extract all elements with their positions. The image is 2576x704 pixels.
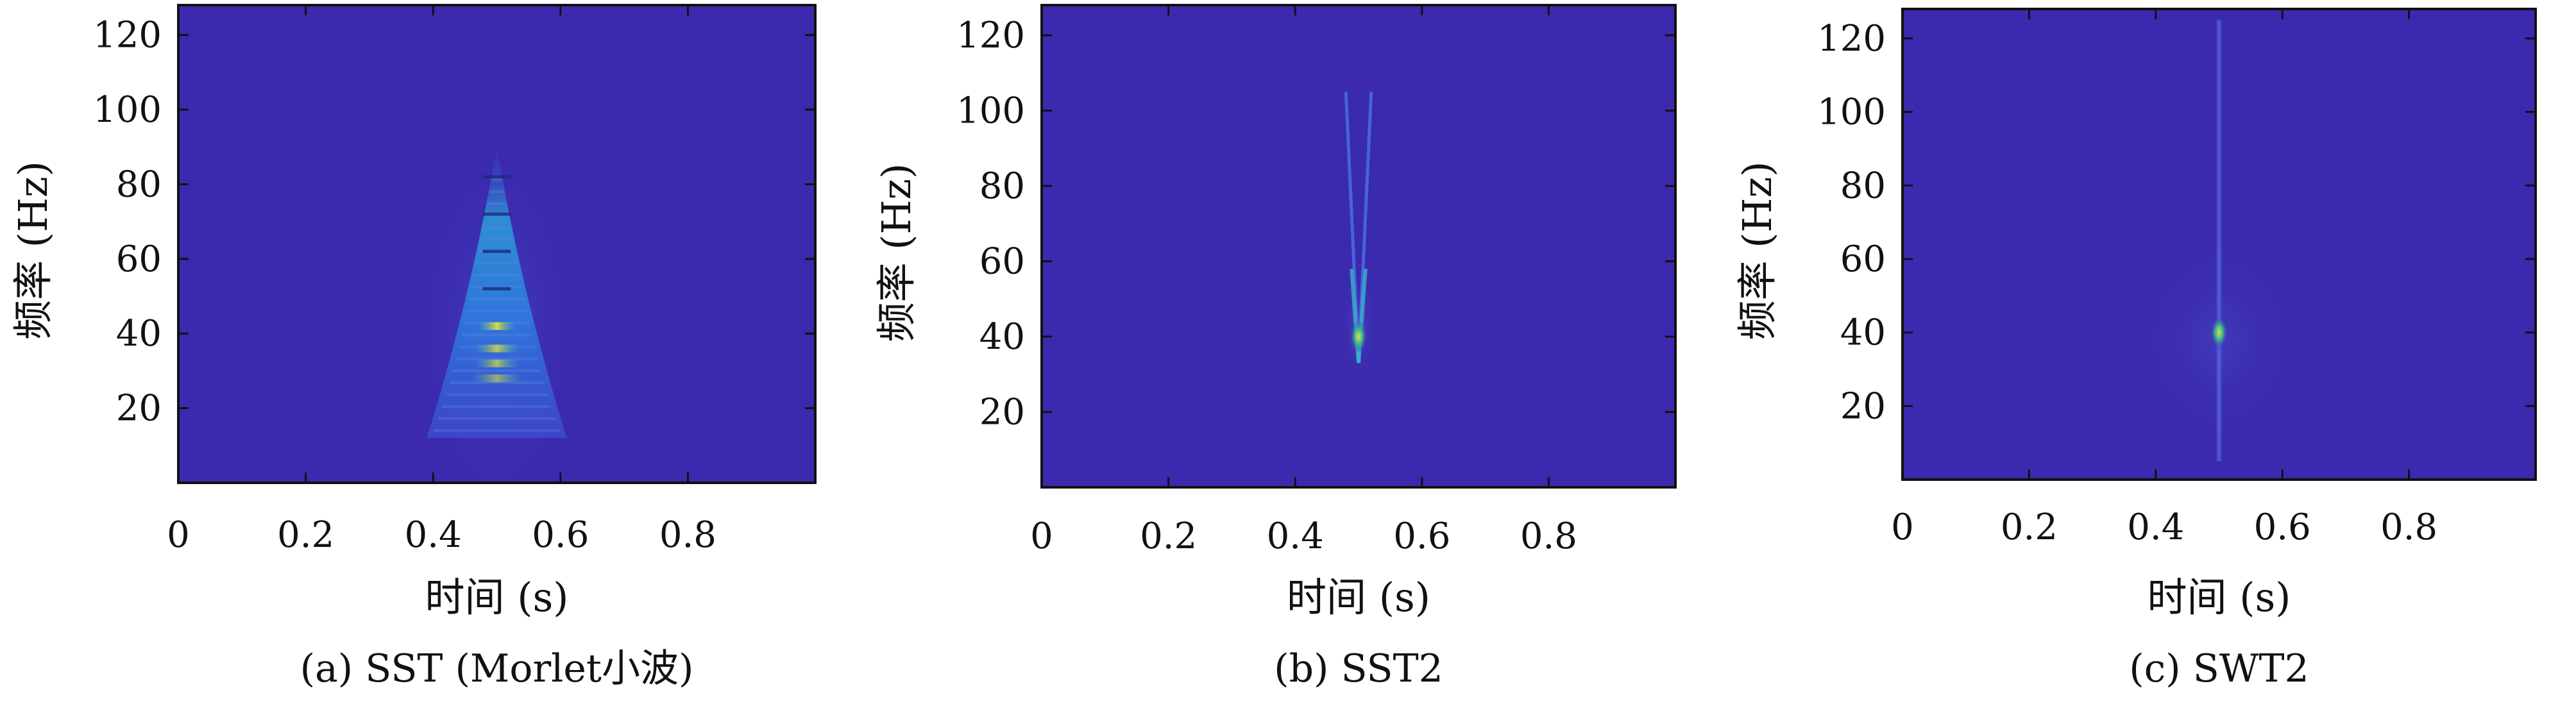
y-tick-label: 40 bbox=[1840, 312, 1886, 354]
y-tick-label: 80 bbox=[1840, 165, 1886, 206]
y-axis-label: 频率 (Hz) bbox=[873, 163, 920, 342]
x-tick-label: 0 bbox=[1030, 515, 1053, 557]
x-tick-label: 0.2 bbox=[1140, 515, 1197, 557]
x-axis-label: 时间 (s) bbox=[425, 574, 569, 621]
axes-frame bbox=[1040, 4, 1677, 489]
y-tick-label: 40 bbox=[116, 313, 162, 355]
hot-spot bbox=[1350, 320, 1368, 353]
hot-band bbox=[471, 374, 523, 383]
y-tick-label: 80 bbox=[979, 165, 1025, 207]
hot-band bbox=[474, 359, 520, 367]
x-tick-label: 0 bbox=[1891, 507, 1914, 548]
subplot-caption: (a) SST (Morlet小波) bbox=[300, 646, 694, 691]
x-axis-label: 时间 (s) bbox=[2148, 574, 2291, 621]
axes-frame bbox=[1901, 8, 2537, 481]
x-tick-label: 0.8 bbox=[1520, 515, 1577, 557]
x-tick-label: 0.6 bbox=[532, 514, 589, 556]
y-tick-label: 80 bbox=[116, 163, 162, 205]
heatmap-content bbox=[2135, 20, 2303, 462]
y-tick-label: 20 bbox=[979, 392, 1025, 433]
ridge-line bbox=[2215, 20, 2223, 462]
y-tick-label: 100 bbox=[93, 89, 162, 131]
heatmap-background bbox=[1042, 5, 1675, 487]
subplot-swt2: 20 40 60 80 100 120 0 0.2 0.4 0.6 0.8 时间 (s) 频率 (Hz)… bbox=[1734, 8, 2537, 691]
heatmap-content bbox=[1339, 92, 1378, 383]
y-tick-label: 100 bbox=[956, 90, 1025, 132]
y-tick-label: 20 bbox=[116, 388, 162, 430]
y-tick-label: 120 bbox=[956, 15, 1025, 56]
y-tick-label: 60 bbox=[979, 241, 1025, 283]
y-tick-label: 60 bbox=[116, 239, 162, 280]
x-tick-label: 0.8 bbox=[2380, 507, 2437, 548]
x-tick-label: 0 bbox=[167, 514, 190, 556]
x-tick-label: 0.8 bbox=[659, 514, 716, 556]
subplot-sst-morlet: 20 40 60 80 100 120 0 0.2 0.4 0.6 0.8 时间 (s) 频率 (Hz)… bbox=[10, 4, 817, 691]
y-tick-label: 20 bbox=[1840, 385, 1886, 427]
y-tick-label: 120 bbox=[93, 15, 162, 56]
y-tick-label: 40 bbox=[979, 316, 1025, 358]
x-tick-label: 0.4 bbox=[1267, 515, 1324, 557]
x-tick-label: 0.6 bbox=[1393, 515, 1450, 557]
axes-frame bbox=[177, 4, 817, 484]
x-tick-label: 0.2 bbox=[277, 514, 334, 556]
hot-band bbox=[474, 344, 520, 353]
y-tick-label: 100 bbox=[1817, 92, 1886, 133]
y-axis-label: 频率 (Hz) bbox=[1734, 162, 1781, 340]
heatmap-content bbox=[416, 147, 578, 483]
y-axis-label: 频率 (Hz) bbox=[10, 161, 56, 340]
ridge-cone bbox=[427, 147, 567, 439]
hot-spot bbox=[2210, 315, 2228, 349]
x-axis-label: 时间 (s) bbox=[1287, 574, 1430, 621]
y-tick-label: 60 bbox=[1840, 239, 1886, 280]
x-tick-label: 0.2 bbox=[2001, 507, 2058, 548]
x-tick-label: 0.6 bbox=[2254, 507, 2311, 548]
x-tick-label: 0.4 bbox=[2127, 507, 2184, 548]
subplot-sst2: 20 40 60 80 100 120 0 0.2 0.4 0.6 0.8 时间 (s) 频率 (Hz)… bbox=[873, 4, 1677, 691]
y-tick-label: 120 bbox=[1817, 18, 1886, 60]
subplot-caption: (c) SWT2 bbox=[2129, 646, 2309, 691]
x-tick-label: 0.4 bbox=[405, 514, 462, 556]
subplot-caption: (b) SST2 bbox=[1274, 646, 1443, 691]
hot-band bbox=[477, 322, 516, 330]
